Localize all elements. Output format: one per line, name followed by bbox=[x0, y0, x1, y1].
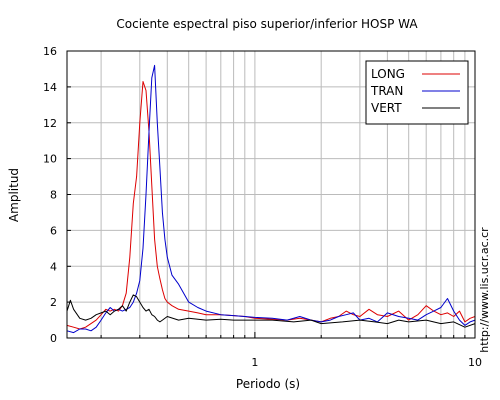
y-tick-label: 2 bbox=[50, 296, 57, 309]
y-tick-label: 0 bbox=[50, 332, 57, 345]
x-tick-label: 1 bbox=[251, 356, 258, 369]
axis-ticks: 0 2 4 6 8 10 12 14 16 1 10 bbox=[43, 45, 482, 369]
legend-box bbox=[365, 60, 469, 125]
legend-label-long: LONG bbox=[371, 67, 405, 81]
y-tick-label: 4 bbox=[50, 260, 57, 273]
y-axis-label: Amplitud bbox=[7, 168, 21, 222]
y-tick-label: 12 bbox=[43, 117, 57, 130]
source-url-watermark: http://www.lis.ucr.ac.cr bbox=[478, 227, 491, 353]
series-line-long bbox=[66, 81, 476, 330]
y-tick-label: 6 bbox=[50, 224, 57, 237]
legend-label-tran: TRAN bbox=[370, 84, 403, 98]
chart-title: Cociente espectral piso superior/inferio… bbox=[116, 17, 418, 31]
y-tick-label: 8 bbox=[50, 189, 57, 202]
legend: LONG TRAN VERT bbox=[365, 60, 469, 125]
legend-label-vert: VERT bbox=[371, 101, 402, 115]
y-tick-label: 10 bbox=[43, 153, 57, 166]
series-layer bbox=[66, 64, 476, 334]
y-tick-label: 16 bbox=[43, 45, 57, 58]
y-tick-label: 14 bbox=[43, 81, 57, 94]
series-line-vert bbox=[66, 294, 476, 328]
x-axis-label: Periodo (s) bbox=[236, 377, 300, 391]
x-tick-label: 10 bbox=[468, 356, 482, 369]
